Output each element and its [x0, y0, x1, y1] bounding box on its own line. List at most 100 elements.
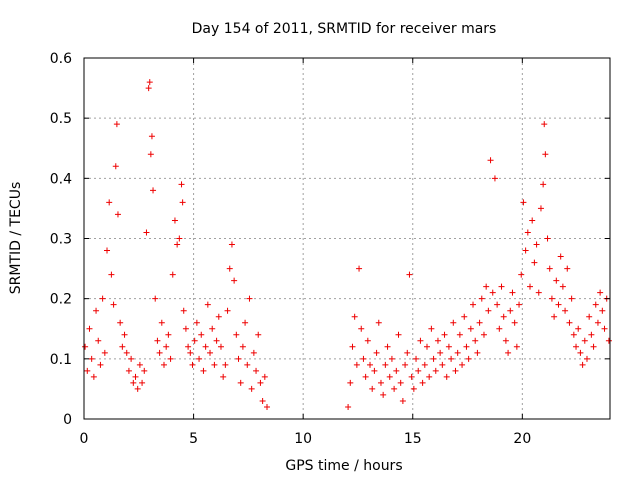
data-point	[113, 121, 120, 128]
data-point	[141, 367, 148, 374]
data-point	[123, 349, 130, 356]
data-point	[592, 301, 599, 308]
data-point	[583, 355, 590, 362]
data-point	[146, 79, 153, 86]
data-point	[104, 247, 111, 254]
data-point	[450, 319, 457, 326]
data-point	[421, 361, 428, 368]
data-point	[207, 349, 214, 356]
data-point	[90, 373, 97, 380]
data-point	[204, 301, 211, 308]
data-point	[255, 331, 262, 338]
data-point	[150, 187, 157, 194]
data-point	[231, 277, 238, 284]
data-point	[527, 283, 534, 290]
data-point	[375, 319, 382, 326]
data-point	[209, 325, 216, 332]
data-point	[461, 313, 468, 320]
data-point	[215, 313, 222, 320]
data-point	[551, 313, 558, 320]
data-point	[125, 367, 132, 374]
data-point	[380, 391, 387, 398]
data-point	[185, 343, 192, 350]
data-point	[395, 331, 402, 338]
data-point	[362, 373, 369, 380]
data-point	[128, 355, 135, 362]
data-point	[228, 241, 235, 248]
data-point	[377, 379, 384, 386]
data-point	[588, 331, 595, 338]
data-point	[470, 301, 477, 308]
y-tick-label: 0.4	[50, 171, 72, 187]
data-point	[110, 301, 117, 308]
data-point	[235, 355, 242, 362]
data-point	[489, 289, 496, 296]
data-point	[88, 355, 95, 362]
data-point	[540, 181, 547, 188]
data-point	[213, 337, 220, 344]
data-point	[408, 373, 415, 380]
data-point	[599, 307, 606, 314]
data-point	[518, 271, 525, 278]
data-point	[419, 379, 426, 386]
data-point	[86, 325, 93, 332]
data-point	[382, 361, 389, 368]
data-point	[154, 337, 161, 344]
ticks-layer: 0 5 10 15 20 0 0.1 0.2 0.3 0.4 0.5 0.6	[50, 51, 610, 447]
data-point	[448, 355, 455, 362]
data-point	[145, 85, 152, 92]
chart-title: Day 154 of 2011, SRMTID for receiver mar…	[192, 21, 497, 37]
data-point	[158, 319, 165, 326]
data-point	[498, 283, 505, 290]
data-point	[193, 319, 200, 326]
data-point	[347, 379, 354, 386]
data-point	[246, 295, 253, 302]
data-point	[233, 331, 240, 338]
data-point	[562, 307, 569, 314]
data-point	[579, 361, 586, 368]
data-point	[605, 337, 612, 344]
data-point	[367, 361, 374, 368]
x-tick-label: 5	[189, 431, 198, 447]
data-point	[494, 301, 501, 308]
data-point	[597, 289, 604, 296]
data-point	[196, 355, 203, 362]
data-point	[388, 355, 395, 362]
data-point	[222, 361, 229, 368]
y-tick-label: 0.2	[50, 292, 72, 308]
data-point	[535, 289, 542, 296]
data-point	[148, 133, 155, 140]
data-point	[167, 355, 174, 362]
data-point	[430, 355, 437, 362]
data-point	[143, 229, 150, 236]
data-point	[253, 367, 260, 374]
data-point	[590, 343, 597, 350]
data-point	[601, 325, 608, 332]
data-point	[474, 349, 481, 356]
data-point	[537, 205, 544, 212]
data-point	[502, 337, 509, 344]
data-point	[187, 349, 194, 356]
data-point	[472, 337, 479, 344]
data-point	[198, 331, 205, 338]
data-point	[577, 349, 584, 356]
data-point	[500, 313, 507, 320]
data-point	[459, 361, 466, 368]
data-point	[391, 385, 398, 392]
data-point	[570, 331, 577, 338]
data-point	[349, 343, 356, 350]
data-point	[358, 325, 365, 332]
data-point	[557, 253, 564, 260]
data-point	[189, 361, 196, 368]
data-point	[428, 325, 435, 332]
data-point	[360, 355, 367, 362]
data-point	[393, 367, 400, 374]
data-point	[520, 199, 527, 206]
points-layer	[82, 79, 612, 410]
x-tick-label: 20	[513, 431, 531, 447]
data-point	[463, 343, 470, 350]
data-point	[456, 331, 463, 338]
data-point	[147, 151, 154, 158]
